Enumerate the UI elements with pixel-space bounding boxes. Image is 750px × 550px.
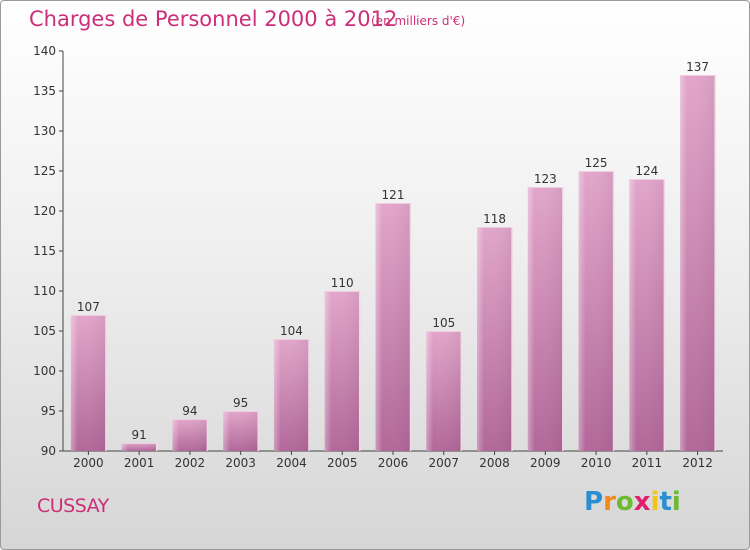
bar-shade-2004 — [273, 339, 309, 451]
logo-letter: r — [603, 487, 616, 517]
y-tick-label: 90 — [41, 444, 56, 458]
x-tick-label: 2007 — [428, 456, 459, 470]
logo-letter: t — [659, 487, 672, 517]
axes: 90 95 100 105 110 115 120 125 130 135 140 2000 2001 2… — [33, 44, 723, 470]
data-label: 125 — [585, 156, 608, 170]
y-tick-label: 110 — [33, 284, 56, 298]
data-label: 124 — [635, 164, 658, 178]
bar-shade-2001 — [121, 443, 157, 451]
chart-subtitle: (en milliers d'€) — [371, 14, 466, 28]
logo-letter: i — [650, 487, 660, 517]
y-tick-label: 105 — [33, 324, 56, 338]
x-tick-label: 2006 — [378, 456, 409, 470]
logo-letter: o — [615, 487, 634, 517]
bar-shade-2010 — [578, 171, 614, 451]
logo-letter: i — [671, 487, 681, 517]
bar-shade-2005 — [324, 291, 360, 451]
data-label: 104 — [280, 324, 303, 338]
y-tick-label: 135 — [33, 84, 56, 98]
x-tick-label: 2012 — [682, 456, 713, 470]
bar-shade-2009 — [527, 187, 563, 451]
x-tick-label: 2009 — [530, 456, 561, 470]
data-label: 94 — [182, 404, 197, 418]
bars — [70, 75, 716, 451]
y-tick-label: 95 — [41, 404, 56, 418]
bar-shade-2006 — [375, 203, 411, 451]
data-label: 95 — [233, 396, 248, 410]
y-tick-label: 140 — [33, 44, 56, 58]
bar-shade-2011 — [629, 179, 665, 451]
data-label: 107 — [77, 300, 100, 314]
bar-shade-2007 — [426, 331, 462, 451]
y-tick-label: 100 — [33, 364, 56, 378]
x-tick-label: 2001 — [124, 456, 155, 470]
x-tick-label: 2000 — [73, 456, 104, 470]
bar-shade-2002 — [172, 419, 208, 451]
proxiti-logo: Proxiti — [584, 487, 681, 517]
data-label: 110 — [331, 276, 354, 290]
y-tick-label: 120 — [33, 204, 56, 218]
x-tick-label: 2010 — [581, 456, 612, 470]
bar-shade-2000 — [70, 315, 106, 451]
y-tick-label: 125 — [33, 164, 56, 178]
data-label: 105 — [432, 316, 455, 330]
x-tick-label: 2011 — [632, 456, 663, 470]
logo-letter: x — [633, 487, 651, 517]
data-labels: 107 91 94 95 104 110 121 105 118 123 125 124 137 — [77, 60, 709, 442]
logo-letter: P — [584, 487, 604, 517]
bar-shade-2003 — [223, 411, 259, 451]
x-tick-label: 2002 — [175, 456, 206, 470]
x-tick-label: 2003 — [225, 456, 256, 470]
y-tick-label: 130 — [33, 124, 56, 138]
chart-title: Charges de Personnel 2000 à 2012 — [29, 7, 398, 31]
x-tick-label: 2004 — [276, 456, 307, 470]
bar-shade-2008 — [477, 227, 513, 451]
place-name: CUSSAY — [37, 495, 109, 517]
x-tick-label: 2005 — [327, 456, 358, 470]
data-label: 123 — [534, 172, 557, 186]
data-label: 91 — [132, 428, 147, 442]
data-label: 118 — [483, 212, 506, 226]
data-label: 137 — [686, 60, 709, 74]
data-label: 121 — [382, 188, 405, 202]
x-tick-label: 2008 — [479, 456, 510, 470]
y-tick-label: 115 — [33, 244, 56, 258]
bar-shade-2012 — [680, 75, 716, 451]
